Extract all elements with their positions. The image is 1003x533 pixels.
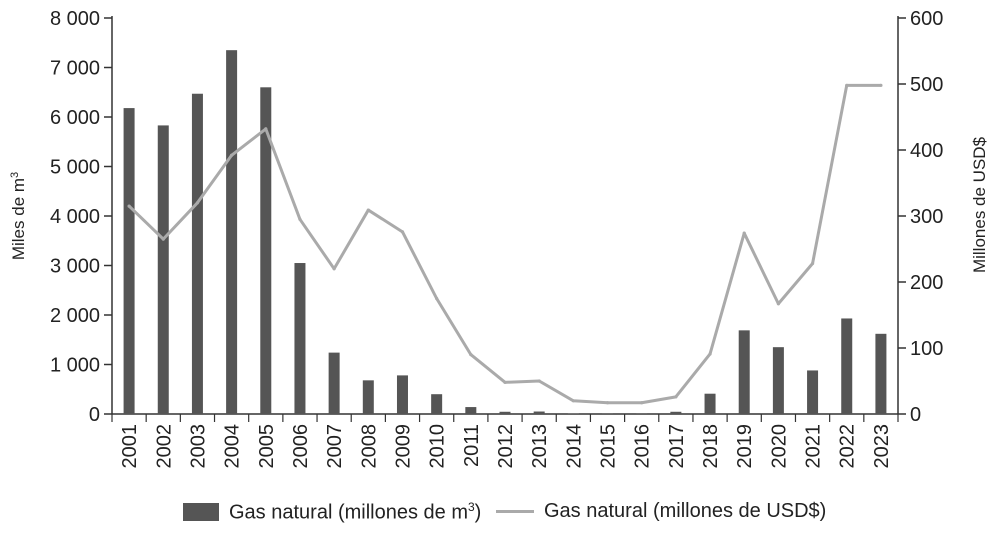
- y-left-axis-label-text: Miles de m: [9, 178, 28, 260]
- x-tick-label: 2019: [734, 424, 756, 469]
- line-point: [161, 237, 165, 241]
- y-right-tick-label: 400: [910, 140, 943, 162]
- line-point: [435, 296, 439, 301]
- legend: Gas natural (millones de m3) Gas natural…: [0, 500, 1003, 530]
- line-point: [503, 380, 507, 384]
- y-left-axis-label-sup: 3: [9, 172, 21, 178]
- bar: [157, 125, 169, 414]
- y-left-tick-label: 7 000: [50, 58, 100, 80]
- line-point: [605, 401, 610, 405]
- bar: [738, 330, 750, 414]
- y-right-tick-label: 300: [910, 206, 943, 228]
- x-tick-label: 2017: [666, 424, 688, 469]
- line-point: [845, 83, 849, 87]
- bar: [191, 93, 203, 415]
- x-tick-label: 2011: [461, 424, 483, 467]
- chart: 0 1 000 2 000 3 000 4 000 5 000 6 000 7 000 8 00…: [9, 8, 989, 469]
- line-point: [674, 395, 678, 399]
- y-right-tick-label: 200: [910, 272, 943, 294]
- y-left-tick-label: 8 000: [50, 8, 100, 30]
- line-point: [776, 302, 780, 306]
- y-left-tick-label: 5 000: [50, 157, 100, 179]
- y-right-tick-label: 0: [910, 404, 921, 426]
- legend-item-line: Gas natural (millones de USD$): [496, 500, 826, 523]
- line-point: [708, 352, 712, 356]
- bar: [431, 394, 443, 414]
- y-right-tick-label: 500: [910, 74, 943, 96]
- line-point: [195, 201, 200, 205]
- bar: [841, 318, 853, 414]
- line-point: [400, 230, 405, 234]
- bar: [533, 411, 545, 414]
- line-point: [298, 217, 302, 221]
- line-point: [571, 399, 575, 403]
- x-tick-label: 2015: [598, 424, 620, 469]
- legend-item-bars: Gas natural (millones de m3): [183, 500, 481, 525]
- y-left-tick-label: 4 000: [50, 206, 100, 228]
- line-point: [537, 379, 541, 383]
- bar: [807, 370, 819, 414]
- line-point: [127, 204, 131, 208]
- y-left-tick-label: 2 000: [50, 305, 100, 327]
- bar: [294, 263, 306, 414]
- x-tick-label: 2010: [427, 424, 449, 469]
- line-point: [264, 127, 268, 131]
- plot-area: 0 1 000 2 000 3 000 4 000 5 000 6 000 7 000 8 00…: [9, 8, 989, 469]
- x-tick-label: 2002: [153, 424, 175, 469]
- x-tick-label: 2021: [803, 424, 825, 469]
- bar: [499, 411, 511, 414]
- x-tick-label: 2023: [871, 424, 893, 469]
- y-right-tick-label: 100: [910, 338, 943, 360]
- x-tick-label: 2005: [256, 424, 278, 469]
- line-point: [640, 401, 644, 405]
- legend-line-label: Gas natural (millones de USD$): [544, 500, 827, 522]
- bar: [260, 87, 272, 415]
- line-point: [742, 231, 746, 235]
- bar: [772, 347, 784, 414]
- line-point: [469, 353, 473, 357]
- x-tick-label: 2020: [768, 424, 790, 469]
- series-line: [128, 83, 881, 405]
- x-tick-label: 2004: [222, 424, 244, 469]
- bar: [226, 50, 238, 415]
- bar: [704, 393, 716, 414]
- x-tick-label: 2003: [187, 424, 209, 469]
- line-point: [879, 83, 883, 87]
- legend-line-swatch: [496, 510, 534, 513]
- line-point: [332, 267, 336, 271]
- x-tick-label: 2013: [529, 424, 551, 469]
- bar: [362, 380, 374, 414]
- line-point: [366, 208, 370, 212]
- y-left-tick-label: 1 000: [50, 355, 100, 377]
- x-tick-label: 2018: [700, 424, 722, 469]
- line-point: [810, 261, 815, 266]
- x-tick-label: 2008: [358, 424, 380, 469]
- y-right-axis-label: Millones de USD$: [970, 136, 989, 273]
- y-left-tick-label: 3 000: [50, 256, 100, 278]
- bar: [123, 108, 135, 414]
- bar: [465, 407, 477, 414]
- x-tick-label: 2012: [495, 424, 517, 469]
- x-tick-label: 2022: [837, 424, 859, 469]
- legend-bar-swatch: [183, 503, 219, 522]
- line-point: [230, 153, 234, 157]
- bar: [328, 352, 340, 414]
- legend-bar-label: Gas natural (millones de m3): [229, 500, 482, 524]
- bar: [875, 333, 887, 414]
- bar: [396, 375, 408, 414]
- x-tick-label: 2009: [392, 424, 414, 469]
- y-right-tick-label: 600: [910, 8, 943, 30]
- y-left-axis-label: Miles de m3: [9, 172, 28, 260]
- y-left-tick-label: 0: [89, 404, 100, 426]
- x-tick-label: 2001: [119, 424, 141, 469]
- x-tick-label: 2006: [290, 424, 312, 469]
- x-tick-label: 2016: [632, 424, 654, 469]
- bar: [670, 411, 682, 414]
- x-tick-label: 2007: [324, 424, 346, 469]
- y-left-tick-label: 6 000: [50, 107, 100, 129]
- x-tick-label: 2014: [563, 424, 585, 469]
